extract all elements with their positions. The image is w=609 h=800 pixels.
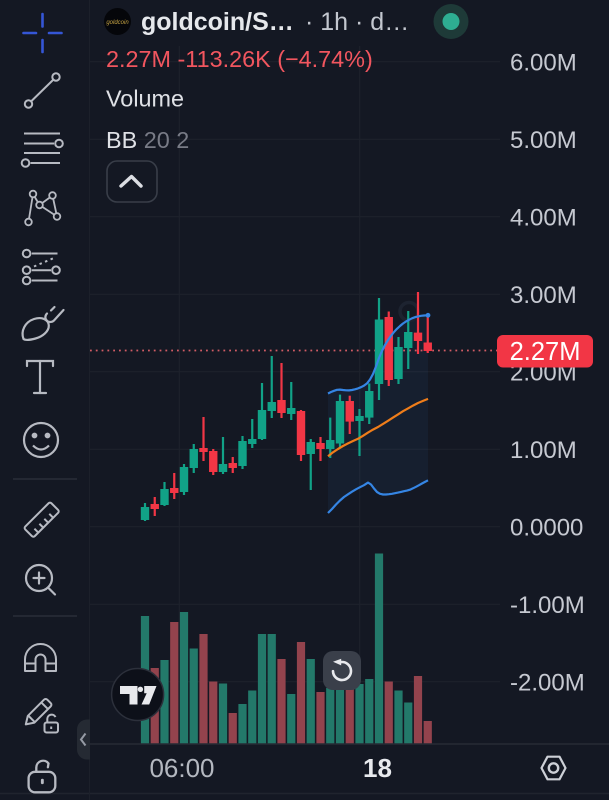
svg-text:Volume: Volume (106, 86, 184, 112)
svg-text:6.00M: 6.00M (510, 50, 577, 77)
svg-text:2.27M -113.26K (−4.74%): 2.27M -113.26K (−4.74%) (106, 46, 373, 72)
svg-text:1.00M: 1.00M (510, 437, 577, 464)
svg-text:0.0000: 0.0000 (510, 515, 583, 542)
svg-text:· 1h · d…: · 1h · d… (305, 8, 409, 36)
svg-text:goldcoin: goldcoin (106, 20, 129, 26)
svg-text:-2.00M: -2.00M (510, 670, 585, 697)
svg-text:2.27M: 2.27M (510, 338, 581, 366)
svg-text:3.00M: 3.00M (510, 282, 577, 309)
svg-text:18: 18 (363, 753, 392, 783)
svg-text:BB 20 2: BB 20 2 (106, 127, 189, 153)
svg-text:4.00M: 4.00M (510, 205, 577, 232)
svg-text:5.00M: 5.00M (510, 127, 577, 154)
svg-text:06:00: 06:00 (149, 753, 214, 783)
svg-text:-1.00M: -1.00M (510, 592, 585, 619)
svg-text:goldcoin/S…: goldcoin/S… (141, 8, 294, 36)
